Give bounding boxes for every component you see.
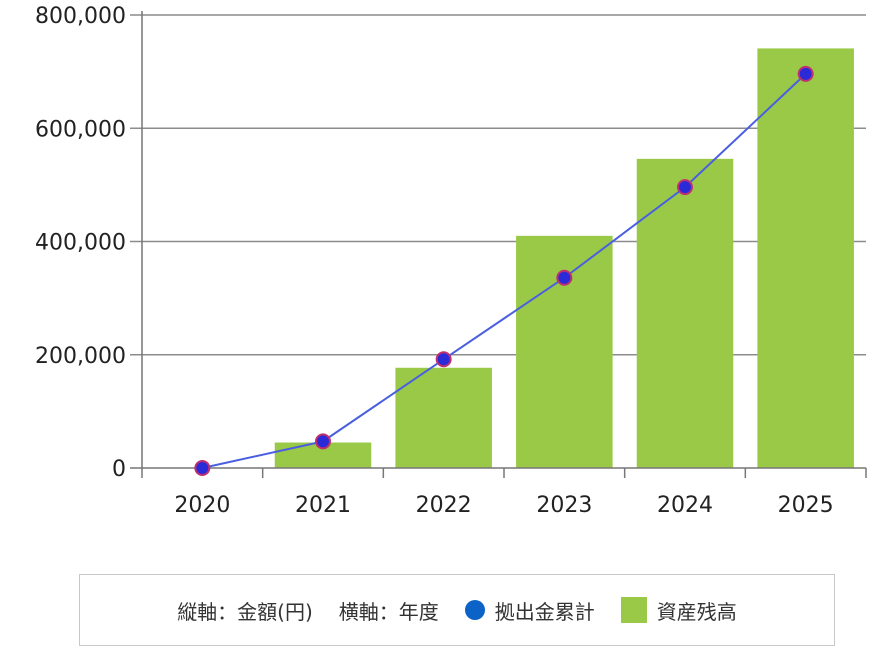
bar [395,367,492,468]
x-tick-label: 2020 [174,493,230,518]
legend-line-series: 拠出金累計 [464,596,595,625]
x-tick-label: 2022 [416,493,472,518]
line-point [556,269,573,286]
line-point [315,433,331,450]
x-tick-label: 2024 [657,493,713,518]
line-point [194,460,211,476]
legend-bar-series-label: 資産残高 [656,599,737,624]
legend-vertical-axis: 縦軸：金額(円) [177,596,313,625]
line-layer [202,73,807,469]
bar [757,48,854,468]
x-tick-label: 2021 [295,493,351,518]
y-tick-label: 200,000 [35,344,126,369]
x-tick-label: 2023 [536,493,592,518]
bar [636,158,734,468]
legend-horizontal-axis-label: 横軸：年度 [338,599,439,624]
legend-square-icon [620,597,647,623]
grid-layer [130,14,866,356]
y-tick-label: 0 [112,457,126,482]
y-tick-label: 600,000 [35,117,126,142]
line-point [435,351,452,368]
point-layer [194,65,814,476]
y-tick-label: 800,000 [35,4,126,29]
legend-bar-series: 資産残高 [620,596,737,625]
legend-dot-icon [464,600,485,620]
legend-vertical-axis-label: 縦軸：金額(円) [177,599,313,624]
x-tick-label: 2025 [778,493,834,518]
line-point [797,65,814,82]
line-series [202,73,807,469]
x-tick-labels: 2020 2021 2022 2023 2024 2025 [174,493,833,518]
axis-layer [130,11,867,478]
legend-line-series-label: 拠出金累計 [494,599,595,624]
legend-horizontal-axis: 横軸：年度 [339,596,439,625]
line-point [677,179,693,196]
y-tick-labels: 0 200,000 400,000 600,000 800,000 [35,4,126,482]
chart-legend: 縦軸：金額(円) 横軸：年度 拠出金累計 資産残高 [79,574,835,646]
y-tick-label: 400,000 [35,231,126,256]
